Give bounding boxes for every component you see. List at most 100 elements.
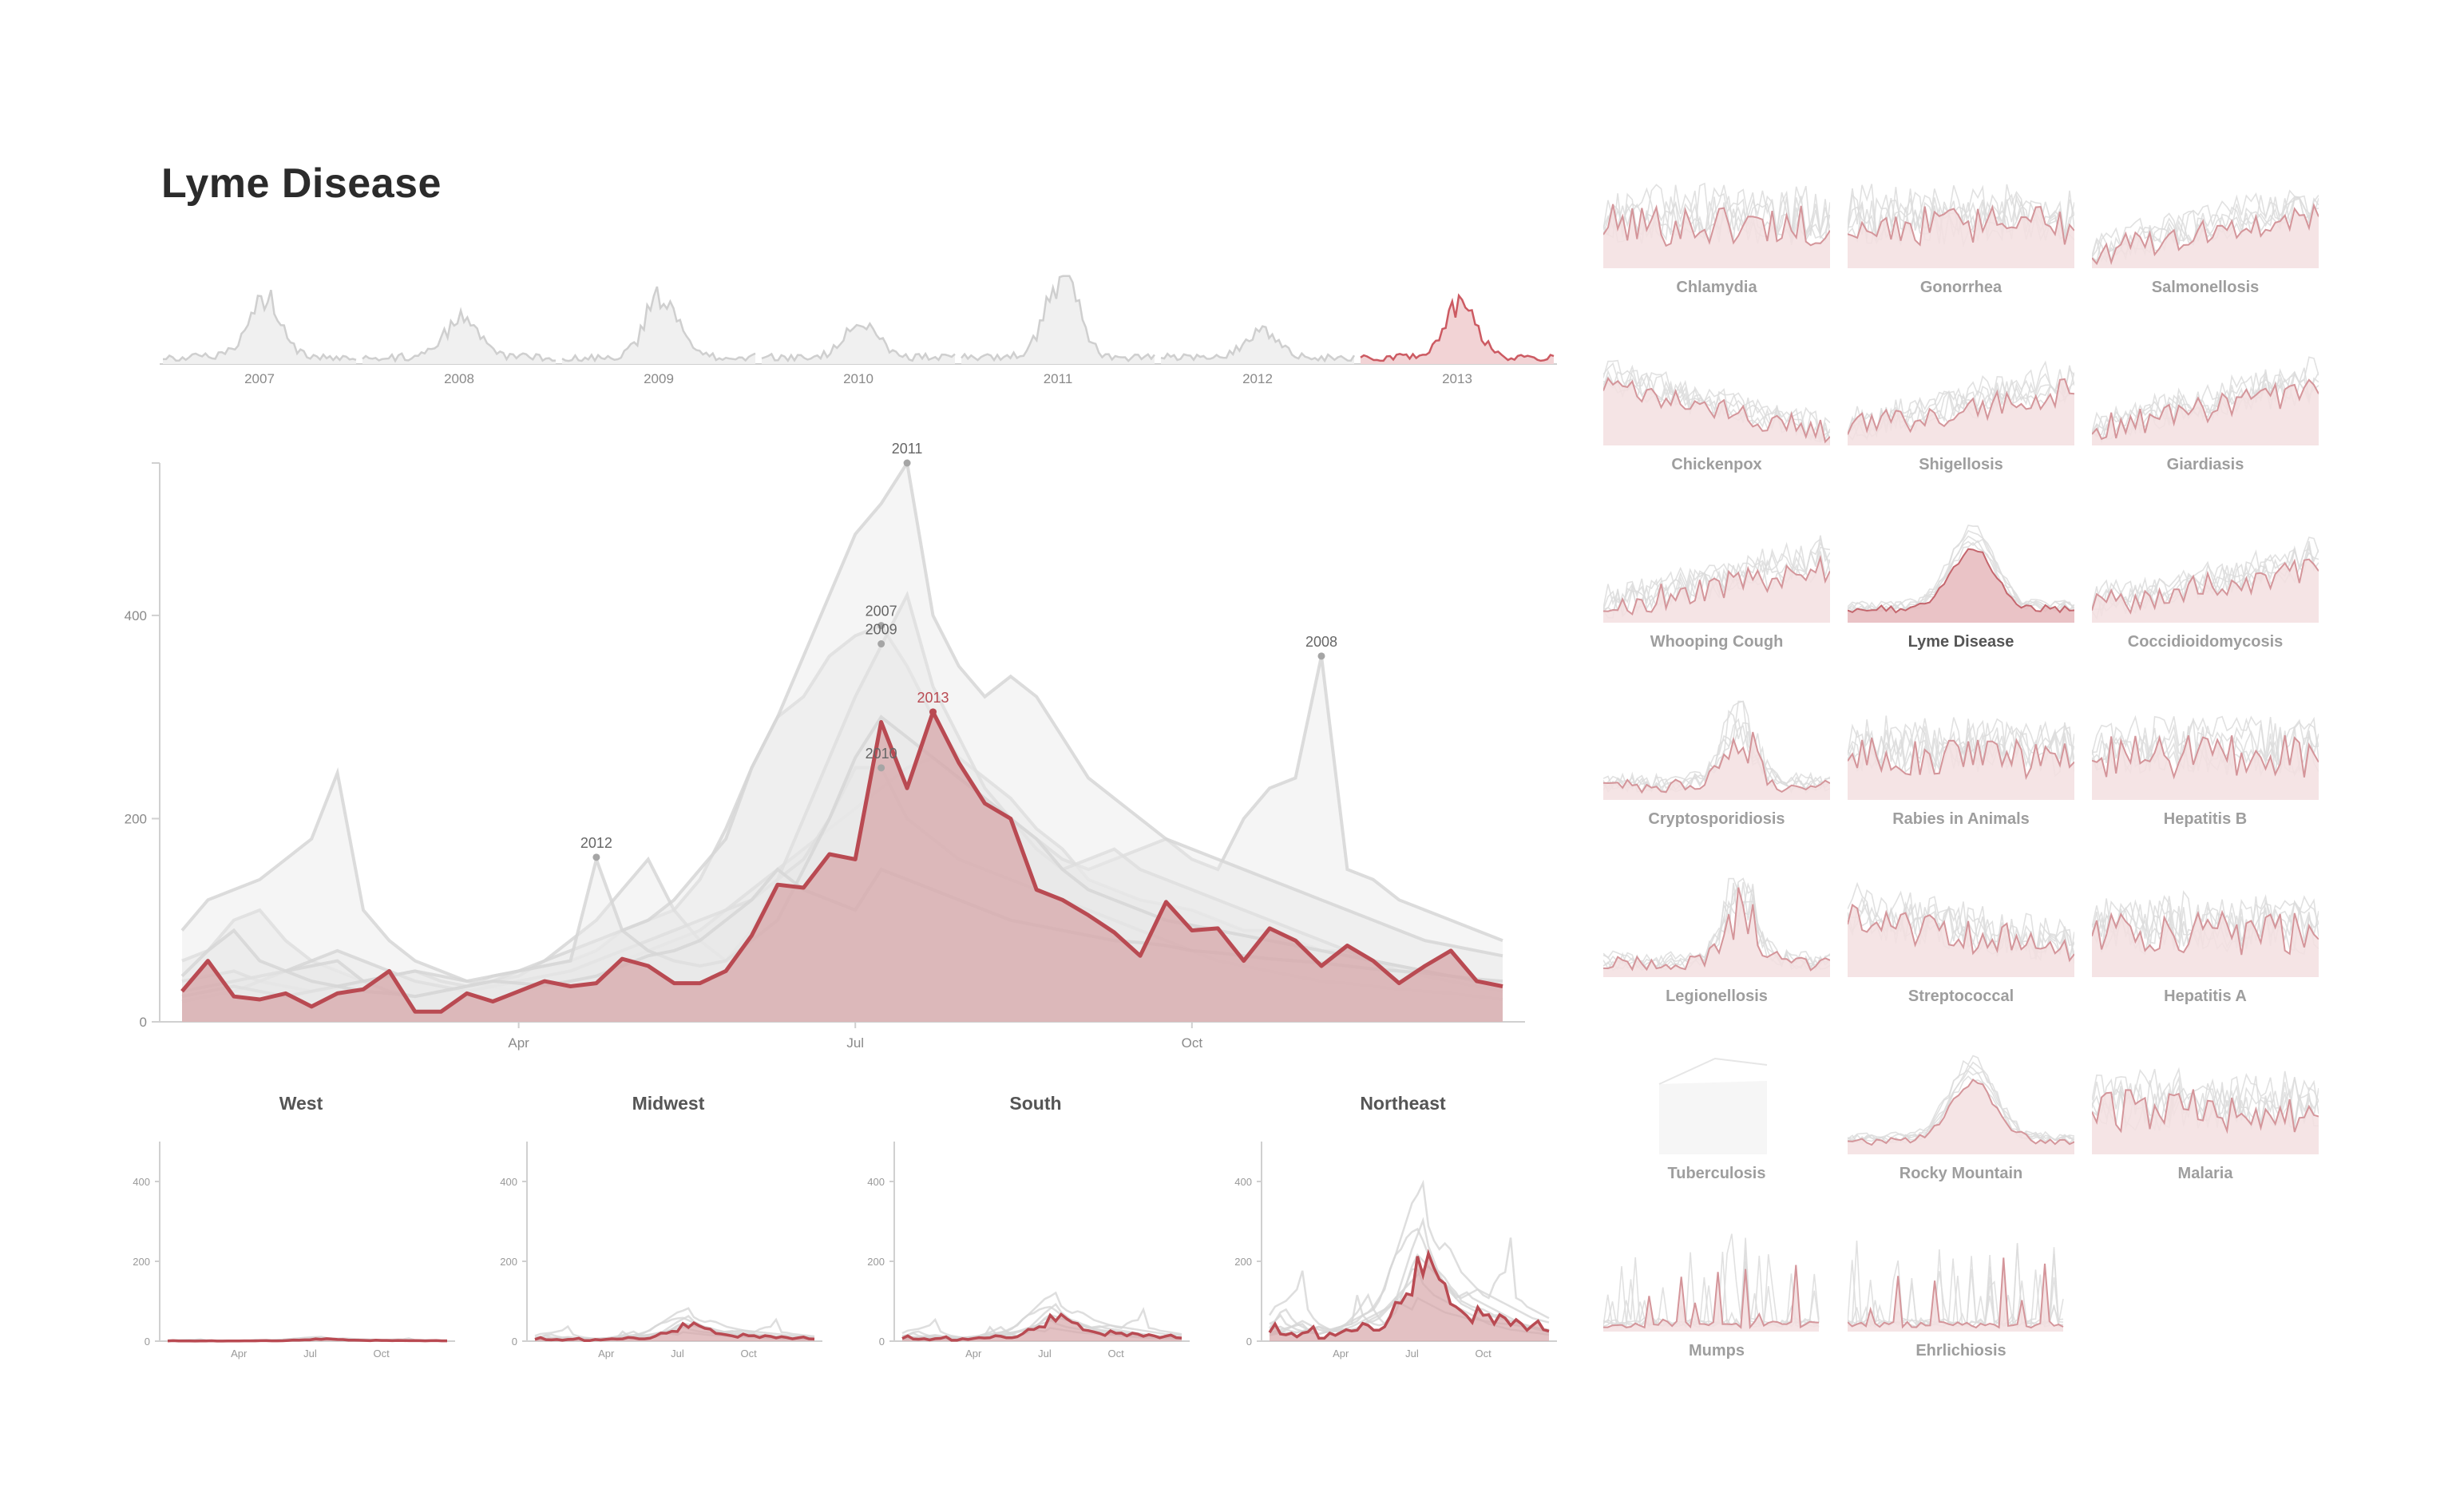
disease-card-cryptosporidiosis[interactable]: Cryptosporidiosis xyxy=(1603,691,1830,869)
disease-label: Rabies in Animals xyxy=(1892,810,2030,828)
peak-annotation-2009[interactable]: 2009 xyxy=(866,622,897,648)
region-y-tick-label: 0 xyxy=(879,1336,885,1348)
mini-highlight-line xyxy=(1848,204,2074,247)
mini-ghost-line xyxy=(2092,189,2319,260)
disease-label: Malaria xyxy=(2178,1165,2234,1182)
region-panel-south: South 0 200 400 Apr Jul Oct xyxy=(867,1093,1190,1360)
mini-highlight-line xyxy=(2092,1089,2319,1134)
region-highlight-line xyxy=(167,1337,447,1343)
peak-label: 2013 xyxy=(917,690,949,706)
mini-highlight-line xyxy=(2092,909,2319,956)
mini-highlight-line xyxy=(1848,1257,2064,1329)
mini-highlight-line xyxy=(1848,903,2074,963)
region-title: Midwest xyxy=(632,1093,705,1114)
timeline-year-2010[interactable] xyxy=(761,321,956,364)
mini-area xyxy=(1659,1081,1767,1154)
mini-ghost-line xyxy=(1603,1233,1820,1328)
mini-highlight-line xyxy=(1603,731,1830,794)
disease-label: Shigellosis xyxy=(1919,456,2003,473)
disease-label: Tuberculosis xyxy=(1668,1165,1766,1182)
disease-card-rocky-mountain[interactable]: Rocky Mountain xyxy=(1848,1046,2074,1223)
main-y-tick-label: 0 xyxy=(140,1015,147,1030)
disease-card-rabies-in-animals[interactable]: Rabies in Animals xyxy=(1848,691,2074,869)
disease-label: Cryptosporidiosis xyxy=(1648,810,1785,828)
region-y-tick-label: 400 xyxy=(1234,1176,1252,1188)
disease-card-shigellosis[interactable]: Shigellosis xyxy=(1848,337,2074,514)
mini-highlight-area xyxy=(1848,738,2074,800)
disease-card-malaria[interactable]: Malaria xyxy=(2092,1046,2319,1223)
disease-card-tuberculosis[interactable]: Tuberculosis xyxy=(1603,1046,1830,1223)
timeline-line-2008 xyxy=(362,307,557,363)
peak-annotation-2011[interactable]: 2011 xyxy=(892,441,923,467)
timeline-overview-chart[interactable]: 2007 2008 2009 2010 2011 2012 2013 xyxy=(160,255,1565,391)
mini-highlight-line xyxy=(2092,734,2319,780)
disease-label: Mumps xyxy=(1689,1342,1745,1360)
timeline-year-2011[interactable] xyxy=(961,275,1155,364)
mini-highlight-area xyxy=(1848,1257,2063,1332)
region-y-tick-label: 400 xyxy=(500,1176,517,1188)
disease-card-streptococcal[interactable]: Streptococcal xyxy=(1848,869,2074,1046)
mini-highlight-line xyxy=(1848,1078,2074,1146)
peak-label: 2011 xyxy=(892,441,923,457)
region-y-tick-label: 0 xyxy=(1246,1336,1252,1348)
timeline-year-label: 2009 xyxy=(644,371,674,386)
mini-highlight-area xyxy=(2092,379,2319,445)
main-highlight-line xyxy=(180,710,1503,1014)
mini-ghost-line xyxy=(1848,1075,2074,1146)
region-x-tick-label: Oct xyxy=(1476,1348,1492,1360)
timeline-year-2009[interactable] xyxy=(561,286,756,364)
mini-ghost-line xyxy=(1848,1249,2064,1328)
peak-label: 2012 xyxy=(580,835,612,851)
mini-ghost-line xyxy=(1848,1055,2074,1142)
region-y-tick-label: 400 xyxy=(867,1176,885,1188)
disease-label: Streptococcal xyxy=(1908,987,2014,1005)
mini-highlight-area xyxy=(1848,378,2074,445)
mini-highlight-area xyxy=(1603,887,1830,977)
disease-label: Salmonellosis xyxy=(2152,279,2260,296)
disease-label: Gonorrhea xyxy=(1920,279,2002,296)
timeline-year-2007[interactable] xyxy=(163,289,357,364)
peak-annotation-2012[interactable]: 2012 xyxy=(580,835,612,861)
disease-card-legionellosis[interactable]: Legionellosis xyxy=(1603,869,1830,1046)
mini-ghost-line xyxy=(1603,1249,1820,1329)
peak-annotation-2007[interactable]: 2007 xyxy=(866,604,897,630)
region-x-tick-label: Oct xyxy=(374,1348,390,1360)
mini-highlight-line xyxy=(1603,554,1830,616)
disease-card-hepatitis-a[interactable]: Hepatitis A xyxy=(2092,869,2319,1046)
timeline-area-2008 xyxy=(362,311,556,364)
disease-card-hepatitis-b[interactable]: Hepatitis B xyxy=(2092,691,2319,869)
disease-card-salmonellosis[interactable]: Salmonellosis xyxy=(2092,160,2319,337)
timeline-year-label: 2010 xyxy=(843,371,873,386)
timeline-area-2010 xyxy=(762,323,955,364)
peak-annotation-2010[interactable]: 2010 xyxy=(866,746,897,772)
disease-card-chlamydia[interactable]: Chlamydia xyxy=(1603,160,1830,337)
disease-card-gonorrhea[interactable]: Gonorrhea xyxy=(1848,160,2074,337)
disease-card-chickenpox[interactable]: Chickenpox xyxy=(1603,337,1830,514)
disease-card-coccidioidomycosis[interactable]: Coccidioidomycosis xyxy=(2092,514,2319,691)
timeline-year-2008[interactable] xyxy=(362,307,557,364)
disease-label: Coccidioidomycosis xyxy=(2128,633,2284,651)
disease-card-lyme-disease[interactable]: Lyme Disease xyxy=(1848,514,2074,691)
region-x-tick-label: Jul xyxy=(671,1348,684,1360)
peak-annotation-2013[interactable]: 2013 xyxy=(917,690,949,716)
main-x-tick-label: Apr xyxy=(508,1035,529,1051)
timeline-year-2012[interactable] xyxy=(1160,325,1356,364)
peak-marker xyxy=(592,853,600,861)
mini-highlight-line xyxy=(1603,887,1830,972)
timeline-year-label: 2013 xyxy=(1442,371,1472,386)
disease-label: Hepatitis B xyxy=(2164,810,2247,828)
disease-card-ehrlichiosis[interactable]: Ehrlichiosis xyxy=(1848,1223,2074,1400)
mini-highlight-area xyxy=(2092,205,2319,268)
timeline-year-2013[interactable] xyxy=(1360,293,1555,364)
peak-marker xyxy=(877,640,885,648)
peak-annotation-2008[interactable]: 2008 xyxy=(1305,634,1337,660)
timeline-area-2007 xyxy=(163,290,356,364)
region-x-tick-label: Apr xyxy=(965,1348,982,1360)
region-x-tick-label: Jul xyxy=(303,1348,317,1360)
region-series-line xyxy=(1268,1237,1550,1334)
disease-card-whooping-cough[interactable]: Whooping Cough xyxy=(1603,514,1830,691)
region-highlight-line xyxy=(534,1320,815,1343)
peak-marker xyxy=(877,764,885,772)
disease-card-giardiasis[interactable]: Giardiasis xyxy=(2092,337,2319,514)
disease-card-mumps[interactable]: Mumps xyxy=(1603,1223,1830,1400)
